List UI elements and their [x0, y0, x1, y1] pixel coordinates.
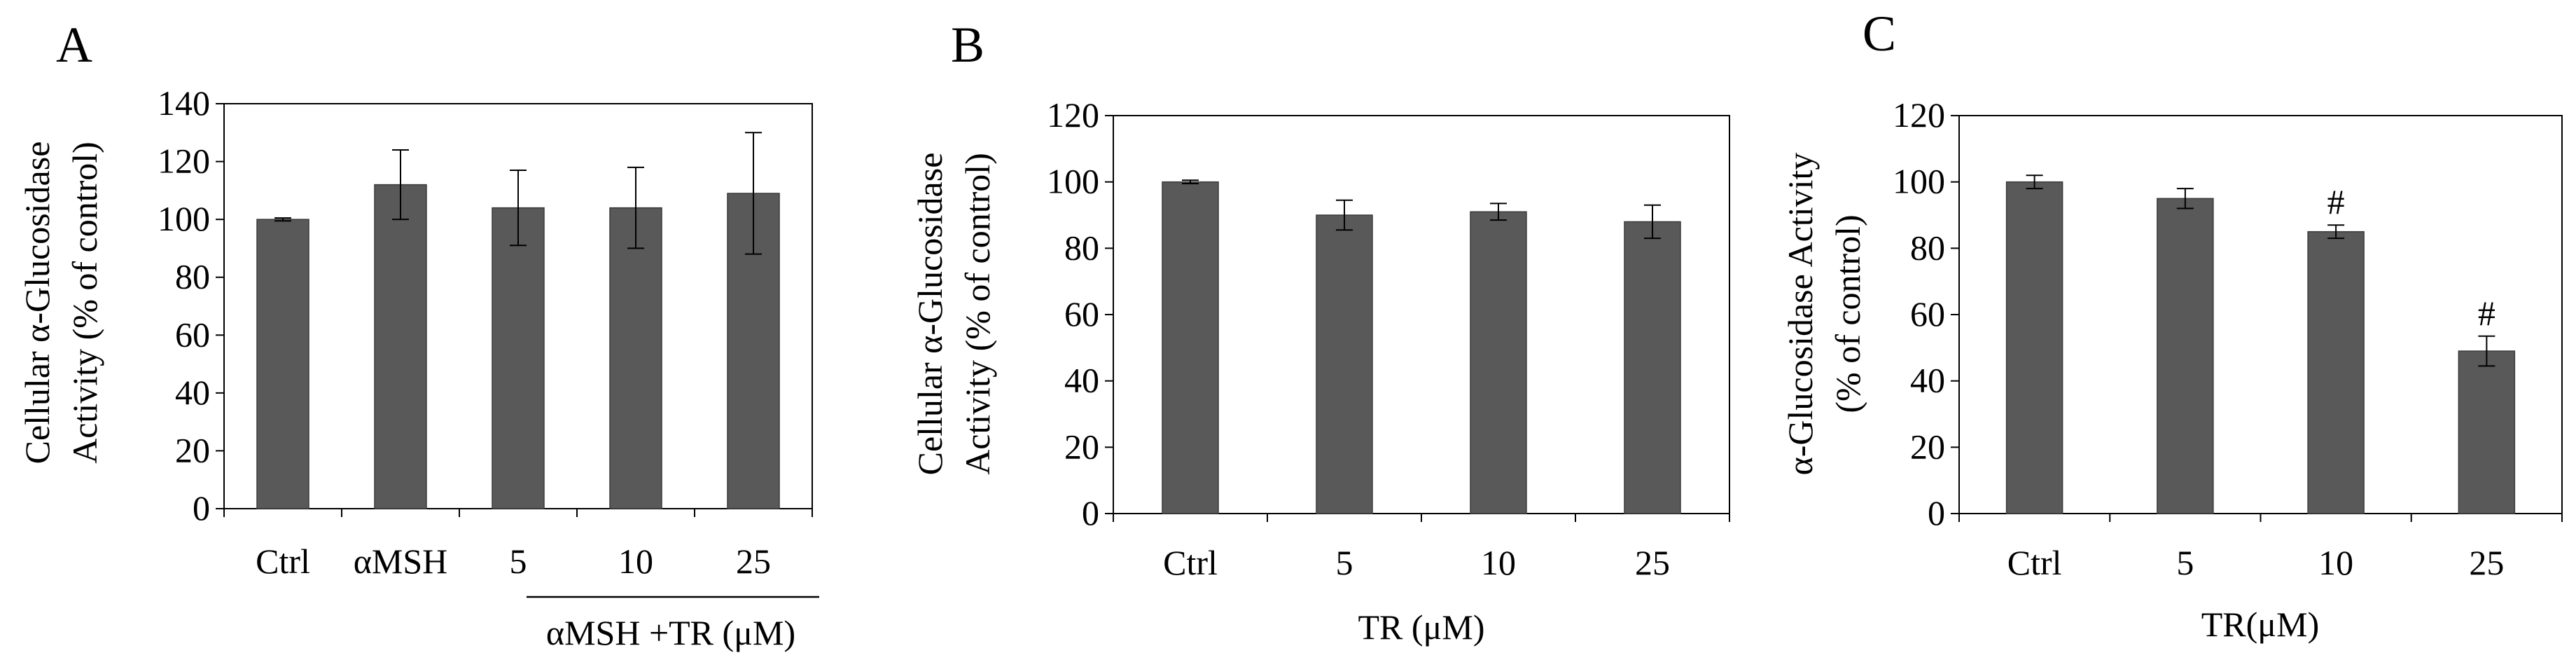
y-tick-label: 40	[175, 373, 210, 412]
y-axis-title-line-2: Activity (% of control)	[65, 142, 104, 464]
x-axis-title-b: TR (μM)	[1358, 607, 1485, 647]
bar	[492, 207, 545, 509]
x-tick-label: 10	[2318, 543, 2353, 582]
y-axis-title-line-2: (% of control)	[1828, 214, 1867, 413]
bars-c: ##	[2005, 174, 2516, 514]
y-axis-title-b: Cellular α-Glucosidase Activity (% of co…	[910, 153, 997, 476]
bar	[609, 207, 662, 509]
panel-a: A Cellular α-Glucosidase Activity (% of …	[18, 17, 819, 652]
y-axis-title-line-1: Cellular α-Glucosidase	[18, 142, 57, 465]
bars-a	[256, 132, 780, 509]
y-tick-label: 120	[158, 142, 210, 181]
x-tick-label: 10	[618, 542, 653, 581]
panel-b: B Cellular α-Glucosidase Activity (% of …	[910, 17, 1730, 647]
y-tick-label: 60	[175, 315, 210, 354]
y-tick-label: 80	[175, 257, 210, 296]
y-tick-label: 120	[1047, 95, 1099, 135]
y-axis-title-line-1: Cellular α-Glucosidase	[910, 153, 949, 476]
bar	[1316, 214, 1373, 514]
x-tick-label: Ctrl	[1163, 543, 1218, 582]
x-tick-label: 25	[2469, 543, 2504, 582]
x-tick-label: 5	[510, 542, 527, 581]
panel-label-a: A	[56, 17, 92, 73]
y-tick-label: 60	[1910, 294, 1945, 334]
x-ticks-b: Ctrl 5 10 25	[1113, 514, 1730, 582]
x-tick-label: Ctrl	[2007, 543, 2062, 582]
y-tick-label: 20	[1910, 427, 1945, 466]
y-axis-title-line-1: α-Glucosidase Activity	[1781, 153, 1820, 476]
bar	[2005, 181, 2063, 514]
x-axis-title-a: αMSH +TR (μM)	[546, 613, 795, 652]
y-tick-label: 120	[1893, 95, 1945, 135]
x-tick-label: αMSH	[354, 542, 448, 581]
panel-label-b: B	[951, 17, 984, 73]
y-tick-label: 40	[1910, 361, 1945, 400]
bar	[1162, 181, 1219, 514]
y-axis-title-a: Cellular α-Glucosidase Activity (% of co…	[18, 142, 104, 465]
y-tick-label: 0	[193, 488, 210, 528]
x-tick-label: 25	[736, 542, 771, 581]
x-ticks-a: Ctrl αMSH 5 10 25	[223, 509, 813, 581]
y-tick-label: 100	[158, 199, 210, 238]
y-tick-label: 100	[1047, 162, 1099, 201]
bar	[256, 219, 309, 509]
significance-mark: #	[2327, 182, 2345, 221]
y-tick-label: 60	[1064, 294, 1099, 334]
panel-label-c: C	[1863, 6, 1896, 62]
significance-mark: #	[2478, 294, 2495, 333]
x-tick-label: 5	[1336, 543, 1353, 582]
y-tick-label: 40	[1064, 361, 1099, 400]
bar	[1470, 211, 1527, 514]
x-tick-label: Ctrl	[256, 542, 310, 581]
y-tick-label: 0	[1082, 493, 1099, 532]
y-tick-label: 20	[1064, 427, 1099, 466]
y-tick-label: 20	[175, 430, 210, 469]
y-axis-title-c: α-Glucosidase Activity (% of control)	[1781, 153, 1867, 476]
bar	[2157, 198, 2214, 514]
x-tick-label: 25	[1635, 543, 1670, 582]
x-axis-title-c: TR(μM)	[2201, 605, 2319, 644]
x-tick-label: 10	[1481, 543, 1516, 582]
y-tick-label: 140	[158, 83, 210, 123]
y-tick-label: 80	[1064, 228, 1099, 267]
x-tick-label: 5	[2176, 543, 2194, 582]
x-ticks-c: Ctrl 5 10 25	[1958, 514, 2563, 582]
y-ticks-c: 0 20 40 60 80 100 120	[1893, 95, 1959, 532]
y-tick-label: 100	[1893, 162, 1945, 201]
bar	[1624, 221, 1681, 514]
y-ticks-a: 0 20 40 60 80 100 120 140	[158, 83, 224, 528]
bars-b	[1162, 179, 1681, 514]
bar	[374, 184, 427, 509]
y-axis-title-line-2: Activity (% of control)	[958, 153, 997, 475]
y-tick-label: 80	[1910, 228, 1945, 267]
y-tick-label: 0	[1928, 493, 1945, 532]
bar	[2458, 350, 2516, 514]
y-ticks-b: 0 20 40 60 80 100 120	[1047, 95, 1113, 532]
bar	[2307, 231, 2365, 514]
panel-c: C α-Glucosidase Activity (% of control) …	[1781, 6, 2563, 644]
